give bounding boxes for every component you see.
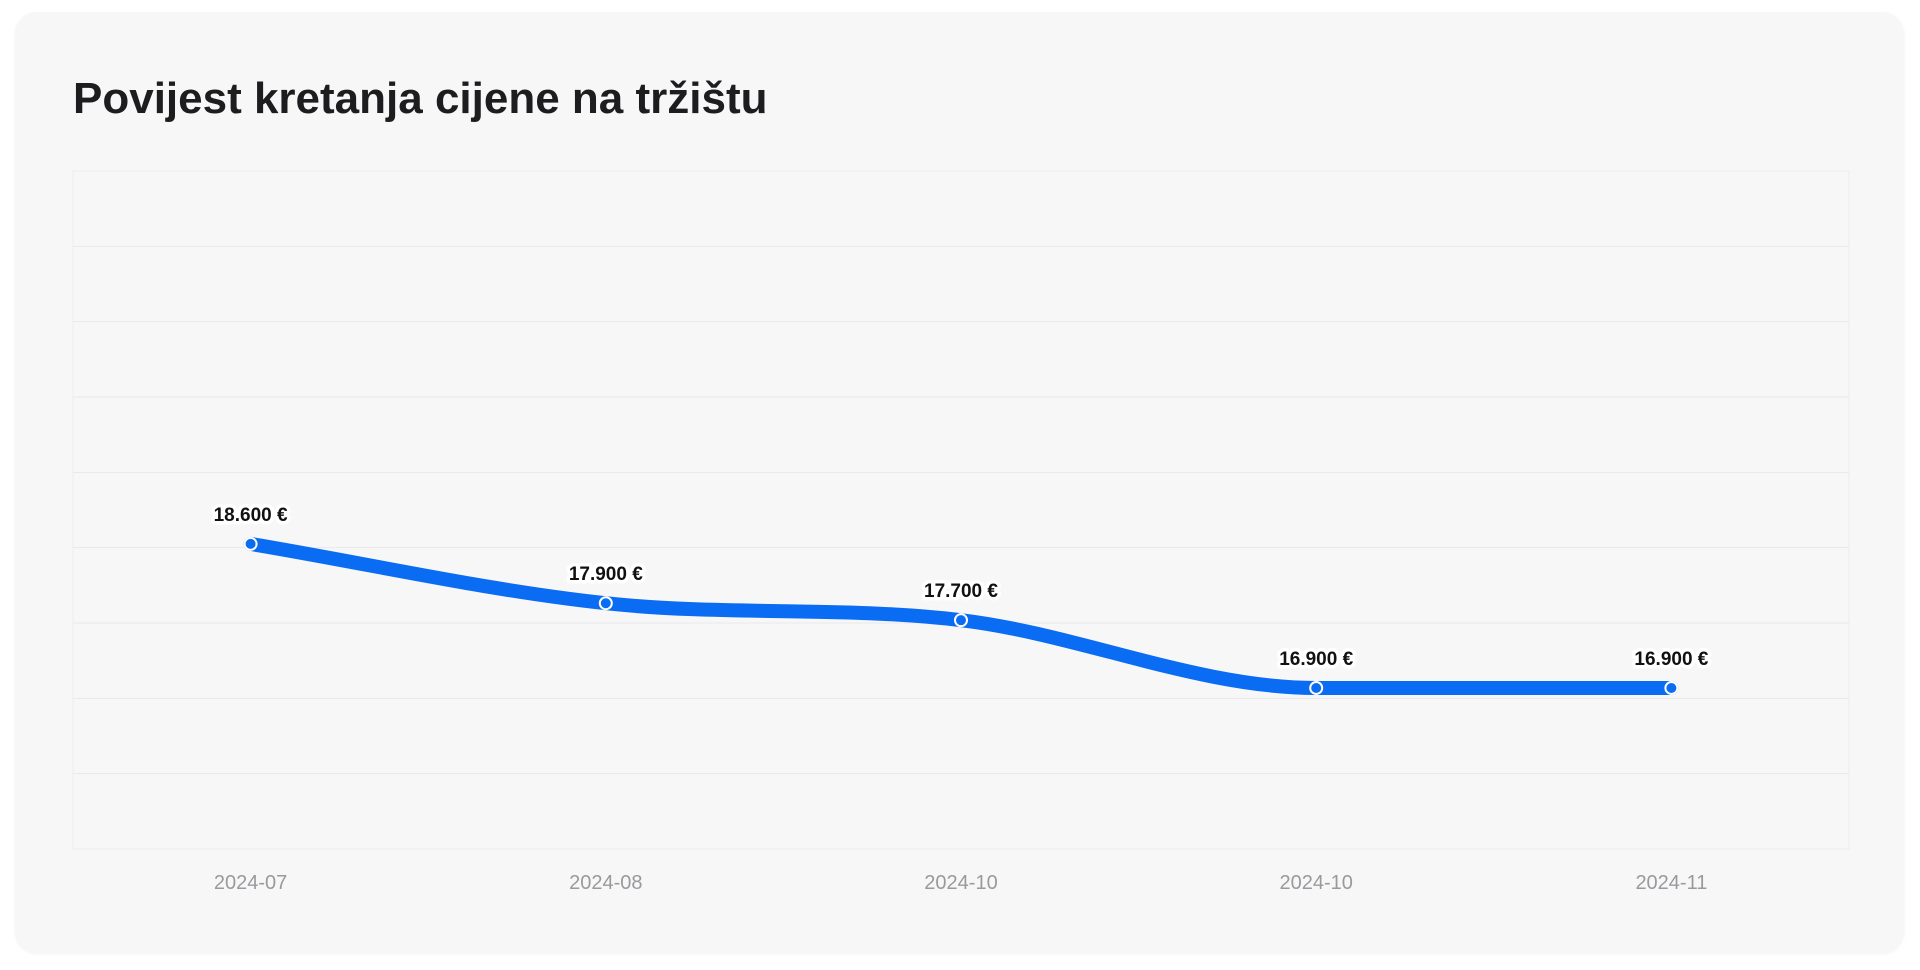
- x-tick-label: 2024-10: [924, 872, 997, 894]
- x-tick-label: 2024-11: [1635, 872, 1707, 894]
- value-label: 16.900 €: [1279, 649, 1353, 670]
- value-label: 18.600 €: [214, 505, 288, 526]
- chart-title: Povijest kretanja cijene na tržištu: [73, 74, 767, 123]
- data-point: [598, 596, 613, 611]
- x-tick-label: 2024-07: [214, 872, 287, 894]
- data-point: [243, 536, 258, 551]
- plot-frame: [72, 170, 1850, 850]
- chart-card: [15, 12, 1904, 953]
- data-point: [1664, 680, 1679, 695]
- value-label: 16.900 €: [1634, 649, 1708, 670]
- value-label: 17.700 €: [924, 581, 998, 602]
- x-tick-label: 2024-10: [1279, 872, 1352, 894]
- data-point: [954, 613, 968, 628]
- x-tick-label: 2024-08: [569, 872, 642, 894]
- data-point: [1309, 680, 1324, 695]
- value-label: 17.900 €: [569, 564, 643, 585]
